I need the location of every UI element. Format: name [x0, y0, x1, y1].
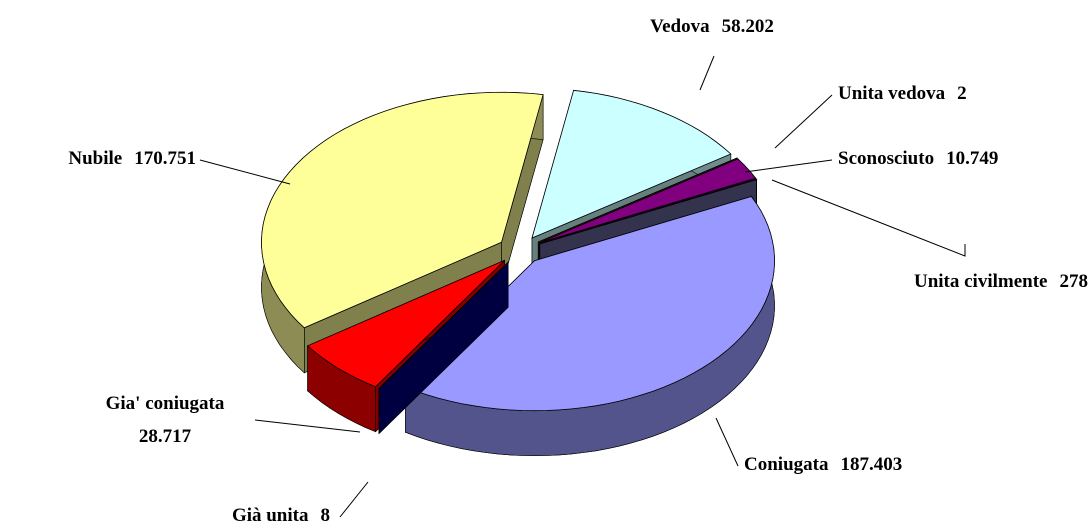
pie	[261, 89, 775, 457]
data-label: Sconosciuto 10.749	[838, 148, 998, 169]
label-value: 28.717	[139, 426, 192, 447]
label-name: Unita civilmente	[914, 271, 1048, 292]
labels: Vedova 58.202 Unita vedova 2 Sconosciuto 10.7…	[68, 16, 1088, 526]
data-label: Gia' coniugata 28.717	[106, 393, 225, 447]
label-value: 170.751	[134, 148, 196, 169]
leader-line	[199, 159, 291, 185]
label-name: Vedova	[650, 16, 710, 37]
label-value: 8	[321, 505, 331, 526]
leader-line	[339, 481, 369, 518]
label-value: 187.403	[840, 454, 902, 475]
slice	[538, 157, 738, 243]
label-value: 2	[957, 83, 967, 104]
slice	[539, 178, 758, 245]
label-name: Nubile	[68, 148, 122, 169]
leader-line	[699, 55, 715, 91]
leader-line	[774, 94, 833, 149]
label-value: 278	[1060, 271, 1089, 292]
slice	[404, 196, 775, 412]
label-value: 10.749	[946, 148, 998, 169]
leader-line	[771, 179, 966, 257]
leader-line	[744, 159, 833, 173]
slice	[261, 91, 544, 329]
data-label: Unita vedova 2	[838, 83, 967, 104]
slice	[531, 89, 732, 239]
label-name: Sconosciuto	[838, 148, 934, 169]
label-name: Unita vedova	[838, 83, 946, 104]
data-label: Già unita 8	[232, 505, 330, 526]
data-label: Coniugata 187.403	[744, 454, 902, 475]
data-label: Nubile 170.751	[68, 148, 196, 169]
label-name: Coniugata	[744, 454, 829, 475]
label-name: Gia' coniugata	[106, 393, 225, 414]
leader-line	[715, 417, 739, 467]
data-label: Vedova 58.202	[650, 16, 774, 37]
data-label: Unita civilmente 278	[914, 271, 1088, 292]
slice	[306, 259, 505, 388]
leader-line	[254, 419, 361, 433]
slice	[538, 158, 757, 244]
label-name: Già unita	[232, 505, 309, 526]
slice	[378, 261, 509, 389]
label-value: 58.202	[722, 16, 774, 37]
